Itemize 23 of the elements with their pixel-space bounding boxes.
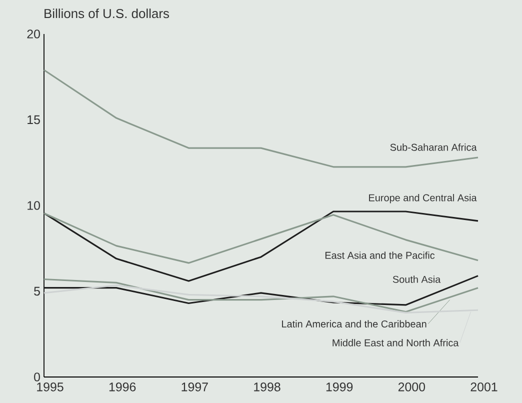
line-series bbox=[43, 212, 479, 264]
series-label: East Asia and the Pacific bbox=[325, 252, 435, 259]
line-series bbox=[43, 69, 479, 168]
series-label: Latin America and the Caribbean bbox=[282, 320, 426, 328]
x-tick-label: 2000 bbox=[398, 382, 426, 392]
x-tick-label: 1998 bbox=[254, 382, 280, 392]
text: Middle East and North Africa bbox=[332, 339, 459, 346]
series-label: Europe and Central Asia bbox=[369, 194, 477, 204]
y-tick-label: 0 bbox=[34, 372, 40, 382]
y-tick-label: 15 bbox=[28, 115, 40, 124]
line-series bbox=[43, 275, 479, 306]
x-tick-label: 1996 bbox=[109, 382, 136, 392]
y-tick-label: 10 bbox=[28, 201, 40, 210]
x-tick-label: 1997 bbox=[182, 382, 208, 392]
x-tick-label: 1995 bbox=[37, 382, 64, 392]
y-tick-label: 5 bbox=[34, 286, 40, 296]
y-axis-title: Billions of U.S. dollars bbox=[44, 8, 169, 18]
x-tick-label: 2001 bbox=[470, 382, 498, 392]
y-tick-label: 20 bbox=[27, 30, 40, 38]
line-series bbox=[43, 210, 479, 282]
x-tick-label: 1999 bbox=[326, 382, 353, 392]
series-label: South Asia bbox=[392, 276, 441, 283]
series-label: Sub-Saharan Africa bbox=[390, 144, 477, 151]
